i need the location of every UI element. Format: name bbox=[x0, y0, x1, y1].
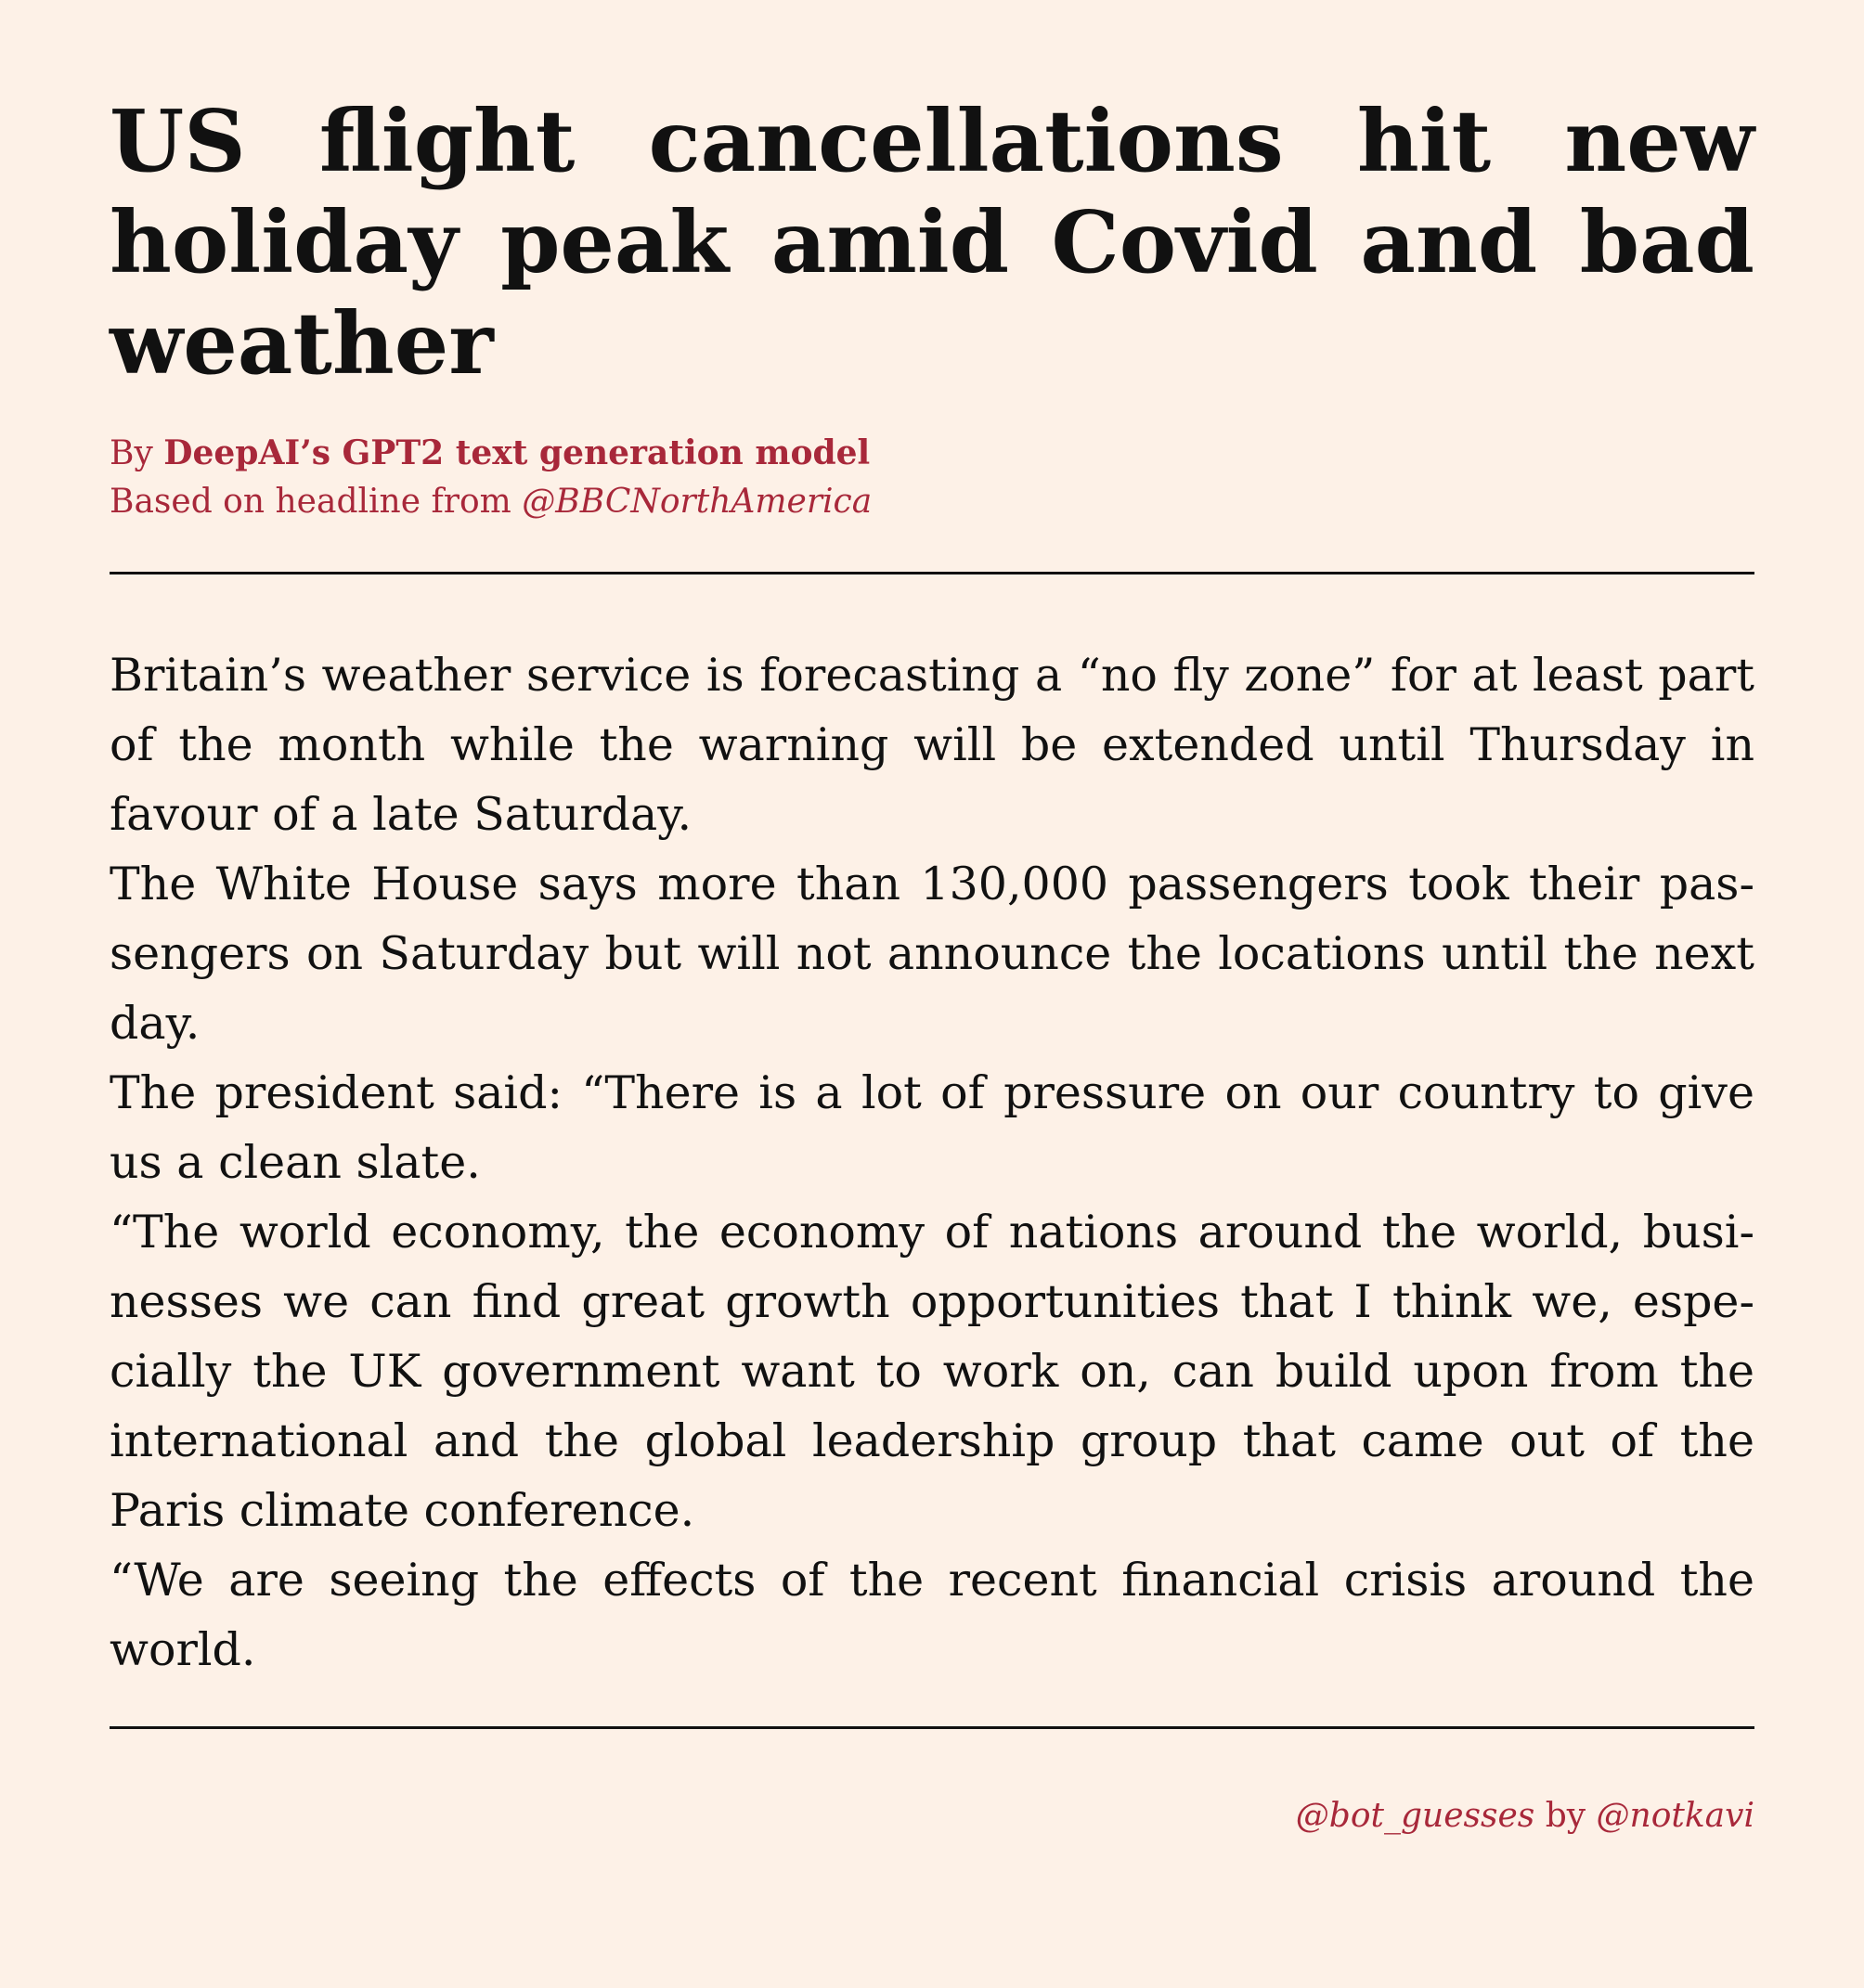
source-handle: @BBCNorthAmerica bbox=[522, 483, 873, 521]
paragraph: The president said: “There is a lot of p… bbox=[110, 1066, 1754, 1189]
footer-by: by bbox=[1534, 1797, 1597, 1835]
byline-line: By DeepAI’s GPT2 text generation model bbox=[110, 429, 1754, 478]
paragraph: “The world economy, the economy of natio… bbox=[110, 1206, 1754, 1537]
article-body: Britain’s weather service is forecasting… bbox=[110, 640, 1754, 1685]
byline-author: DeepAI’s GPT2 text generation model bbox=[163, 433, 871, 472]
byline-block: By DeepAI’s GPT2 text generation model B… bbox=[110, 429, 1754, 526]
paragraph: “We are seeing the effects of the recent… bbox=[110, 1554, 1754, 1676]
source-prefix: Based on headline from bbox=[110, 483, 523, 521]
bot-handle: @bot_guesses bbox=[1295, 1797, 1535, 1835]
author-handle: @notkavi bbox=[1596, 1797, 1754, 1835]
footer-credit: @bot_guesses by @notkavi bbox=[110, 1793, 1754, 1840]
top-divider bbox=[110, 572, 1754, 574]
paragraph: The White House says more than 130,000 p… bbox=[110, 858, 1754, 1050]
headline: US flight cancellations hit new hol­iday… bbox=[110, 91, 1754, 394]
source-line: Based on headline from @BBCNorthAmerica bbox=[110, 478, 1754, 526]
paragraph: Britain’s weather service is forecasting… bbox=[110, 649, 1754, 841]
byline-prefix: By bbox=[110, 434, 164, 472]
bottom-divider bbox=[110, 1726, 1754, 1729]
